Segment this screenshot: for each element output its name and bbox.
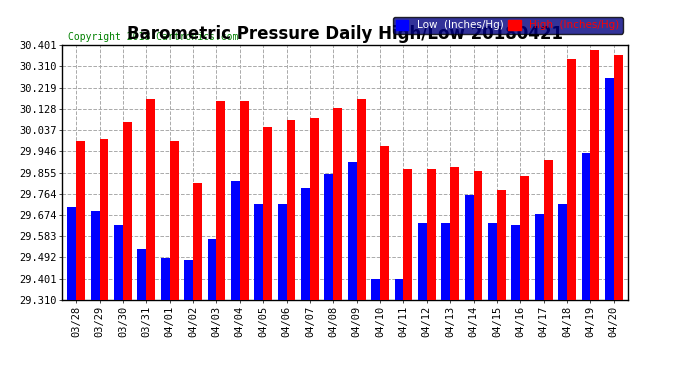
Bar xyxy=(614,55,623,300)
Bar xyxy=(114,225,123,300)
Bar xyxy=(184,260,193,300)
Bar xyxy=(255,204,263,300)
Bar xyxy=(591,50,600,300)
Bar xyxy=(310,118,319,300)
Bar xyxy=(146,99,155,300)
Bar xyxy=(240,101,248,300)
Bar xyxy=(137,249,146,300)
Bar xyxy=(488,223,497,300)
Title: Barometric Pressure Daily High/Low 20180421: Barometric Pressure Daily High/Low 20180… xyxy=(127,26,563,44)
Bar xyxy=(301,188,310,300)
Text: Copyright 2018 Cartronics.com: Copyright 2018 Cartronics.com xyxy=(68,33,238,42)
Bar xyxy=(208,239,217,300)
Bar xyxy=(333,108,342,300)
Bar xyxy=(582,153,591,300)
Legend: Low  (Inches/Hg), High  (Inches/Hg): Low (Inches/Hg), High (Inches/Hg) xyxy=(393,17,622,33)
Bar xyxy=(277,204,286,300)
Bar xyxy=(473,171,482,300)
Bar xyxy=(348,162,357,300)
Bar xyxy=(442,223,450,300)
Bar xyxy=(404,169,413,300)
Bar xyxy=(544,160,553,300)
Bar xyxy=(99,139,108,300)
Bar xyxy=(511,225,520,300)
Bar xyxy=(605,78,614,300)
Bar xyxy=(123,122,132,300)
Bar xyxy=(286,120,295,300)
Bar xyxy=(324,174,333,300)
Bar xyxy=(357,99,366,300)
Bar xyxy=(67,207,76,300)
Bar xyxy=(497,190,506,300)
Bar xyxy=(193,183,202,300)
Bar xyxy=(217,101,226,300)
Bar xyxy=(263,127,272,300)
Bar xyxy=(464,195,473,300)
Bar xyxy=(231,181,240,300)
Bar xyxy=(520,176,529,300)
Bar xyxy=(558,204,567,300)
Bar xyxy=(90,211,99,300)
Bar xyxy=(395,279,404,300)
Bar xyxy=(427,169,435,300)
Bar xyxy=(161,258,170,300)
Bar xyxy=(170,141,179,300)
Bar xyxy=(567,59,576,300)
Bar xyxy=(450,167,459,300)
Bar xyxy=(380,146,389,300)
Bar xyxy=(371,279,380,300)
Bar xyxy=(535,213,544,300)
Bar xyxy=(76,141,85,300)
Bar xyxy=(418,223,427,300)
